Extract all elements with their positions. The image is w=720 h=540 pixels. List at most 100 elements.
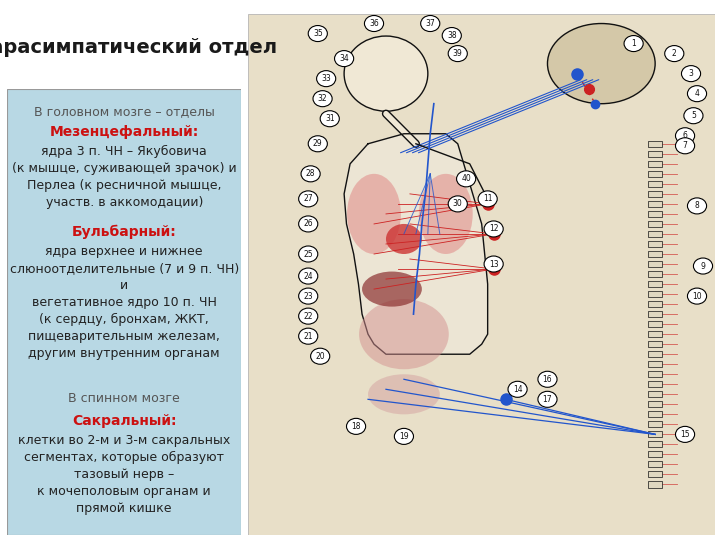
Bar [648,421,662,427]
Text: 8: 8 [695,201,699,211]
Bar [648,141,662,147]
Bar [648,321,662,327]
Bar [648,401,662,407]
Circle shape [484,221,503,237]
Bar [648,301,662,307]
Bar [648,462,662,468]
Bar [648,361,662,367]
Circle shape [364,16,384,31]
Circle shape [308,136,328,152]
Text: 18: 18 [351,422,361,431]
FancyBboxPatch shape [248,14,715,535]
Circle shape [335,51,354,66]
Text: ядра верхнее и нижнее
слюноотделительные (7 и 9 п. ЧН)
и
вегетативное ядро 10 п.: ядра верхнее и нижнее слюноотделительные… [9,245,239,360]
Circle shape [688,198,706,214]
Circle shape [688,86,706,102]
Text: 13: 13 [489,260,498,268]
Text: 16: 16 [543,375,552,384]
Circle shape [538,392,557,407]
Circle shape [624,36,643,52]
Ellipse shape [362,272,422,307]
Circle shape [684,107,703,124]
Text: 31: 31 [325,114,335,123]
Text: 29: 29 [313,139,323,148]
Text: В спинном мозге: В спинном мозге [68,392,180,405]
Bar [648,451,662,457]
Text: 3: 3 [688,69,693,78]
Text: 15: 15 [680,430,690,439]
Text: 40: 40 [462,174,471,184]
Ellipse shape [547,24,655,104]
Ellipse shape [386,224,422,254]
Bar [648,471,662,477]
Bar [648,341,662,347]
Text: 10: 10 [692,292,702,301]
Bar [648,271,662,277]
Text: 33: 33 [321,74,331,83]
Circle shape [308,25,328,42]
Circle shape [675,128,695,144]
Ellipse shape [359,299,449,369]
Bar [648,201,662,207]
Text: 24: 24 [303,272,313,281]
Circle shape [299,191,318,207]
Text: 23: 23 [303,292,313,301]
Bar [648,151,662,157]
Text: 20: 20 [315,352,325,361]
Circle shape [420,16,440,31]
Circle shape [448,45,467,62]
Circle shape [299,268,318,284]
FancyBboxPatch shape [7,89,241,535]
Bar [648,411,662,417]
Text: 17: 17 [543,395,552,404]
Circle shape [299,328,318,344]
Circle shape [681,65,701,82]
Text: 4: 4 [695,89,699,98]
Circle shape [538,372,557,387]
Circle shape [456,171,476,187]
Text: 2: 2 [672,49,677,58]
Bar [648,231,662,237]
Text: Парасимпатический отдел: Парасимпатический отдел [0,38,278,57]
Ellipse shape [368,374,440,414]
Bar [648,331,662,337]
Circle shape [688,288,706,304]
Text: клетки во 2-м и 3-м сакральных
сегментах, которые образуют
тазовый нерв –
к моче: клетки во 2-м и 3-м сакральных сегментах… [18,434,230,516]
Bar [648,251,662,257]
Bar [648,351,662,357]
Text: 32: 32 [318,94,328,103]
Circle shape [301,166,320,182]
Bar [648,441,662,448]
Circle shape [317,71,336,86]
Text: ядра 3 п. ЧН – Якубовича
(к мышце, суживающей зрачок) и
Перлеа (к ресничной мышц: ядра 3 п. ЧН – Якубовича (к мышце, сужив… [12,145,236,209]
Text: 19: 19 [399,432,409,441]
Circle shape [478,191,498,207]
Bar [648,372,662,377]
Text: 12: 12 [489,225,498,233]
Text: 25: 25 [303,249,313,259]
Text: 14: 14 [513,385,523,394]
Text: 11: 11 [483,194,492,204]
Text: 5: 5 [691,111,696,120]
Bar [648,211,662,217]
Bar [648,311,662,317]
Text: 22: 22 [303,312,313,321]
Bar [648,281,662,287]
Bar [648,241,662,247]
Bar [648,482,662,488]
Circle shape [346,418,366,434]
Circle shape [693,258,713,274]
Text: 6: 6 [683,131,688,140]
Text: 39: 39 [453,49,463,58]
Text: 35: 35 [313,29,323,38]
Circle shape [299,216,318,232]
Text: 36: 36 [369,19,379,28]
Circle shape [675,427,695,442]
Polygon shape [344,134,487,354]
Circle shape [313,91,332,107]
Bar [648,171,662,177]
Bar [648,291,662,297]
Circle shape [320,111,339,127]
Circle shape [448,196,467,212]
Text: Бульбарный:: Бульбарный: [72,225,176,239]
